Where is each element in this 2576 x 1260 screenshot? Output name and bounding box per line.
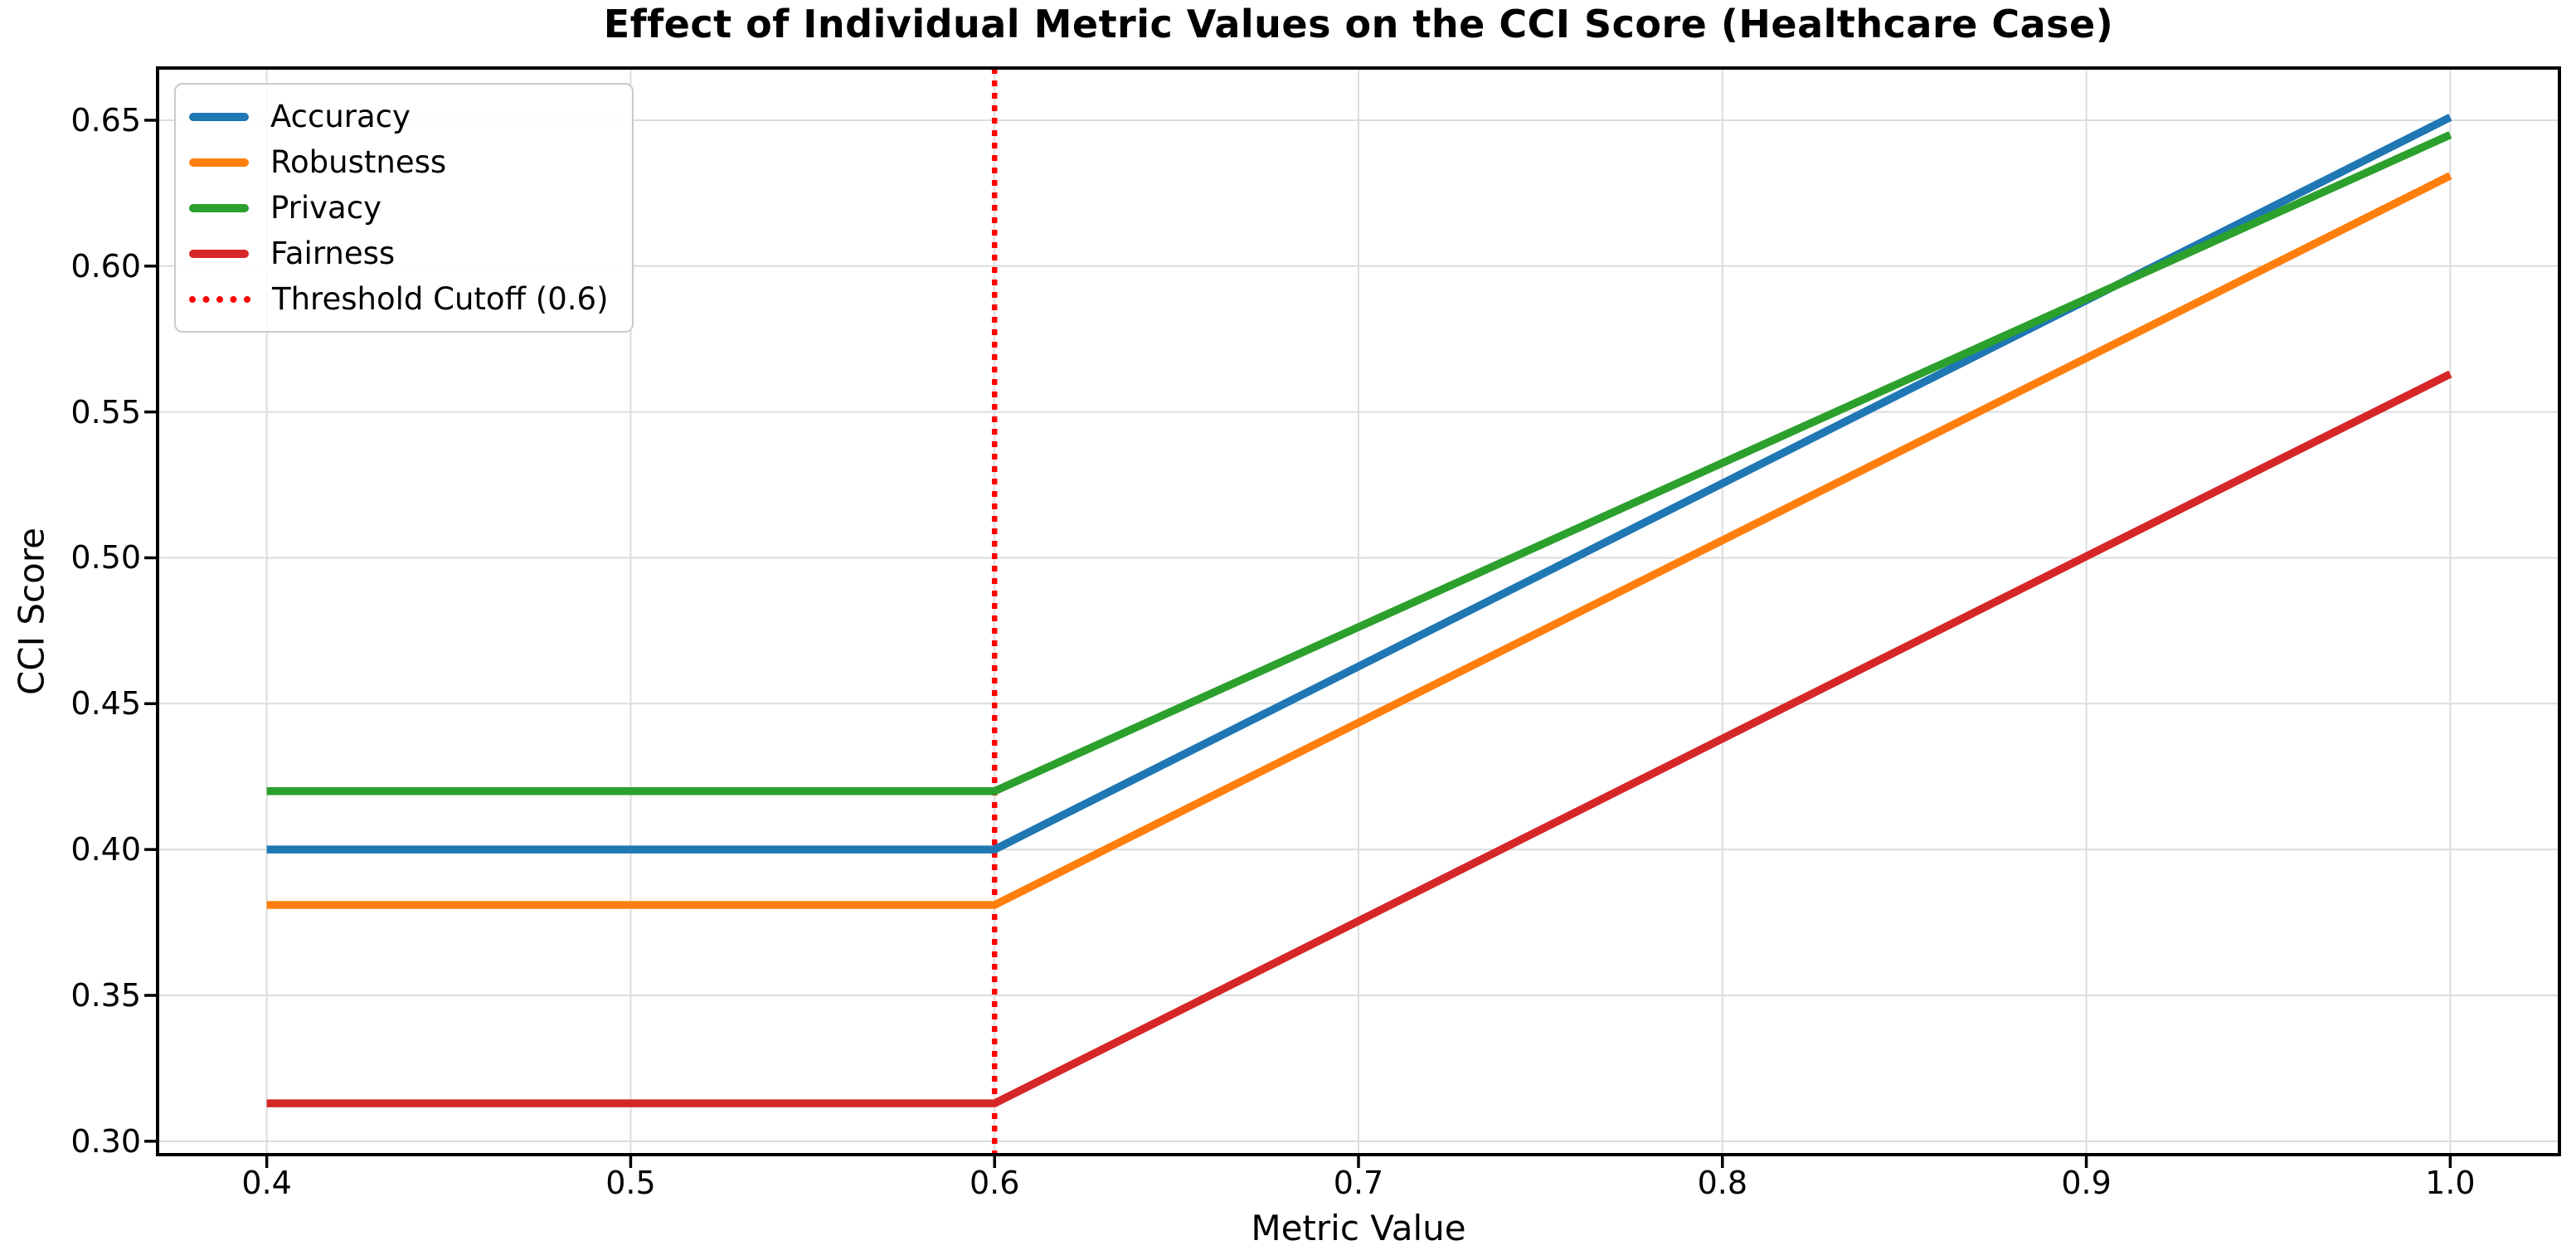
plot-spines: [156, 66, 2561, 1156]
legend-swatch-threshold-dotted-icon: [189, 295, 250, 303]
legend-item-accuracy: Accuracy: [189, 94, 609, 139]
y-axis-label: CCI Score: [11, 527, 52, 696]
legend-label-threshold: Threshold Cutoff (0.6): [272, 281, 609, 317]
x-tick-label: 0.5: [605, 1165, 656, 1201]
legend-label-robustness: Robustness: [270, 144, 447, 180]
legend-item-privacy: Privacy: [189, 185, 609, 231]
legend-label-fairness: Fairness: [270, 236, 396, 271]
x-tick-label: 0.4: [241, 1165, 292, 1201]
y-tick-label: 0.40: [70, 831, 141, 868]
legend-swatch-robustness: [189, 158, 249, 167]
legend-swatch-fairness: [189, 249, 249, 258]
x-tick-label: 0.6: [969, 1165, 1020, 1201]
x-tick-label: 0.8: [1697, 1165, 1747, 1201]
legend-item-robustness: Robustness: [189, 139, 609, 185]
y-tick-label: 0.65: [70, 101, 141, 139]
y-tick-label: 0.50: [70, 539, 141, 576]
legend-label-accuracy: Accuracy: [270, 99, 411, 134]
legend-label-privacy: Privacy: [270, 190, 382, 226]
legend: Accuracy Robustness Privacy Fairness Thr…: [174, 83, 634, 333]
y-tick-label: 0.30: [70, 1122, 141, 1160]
series-line-privacy: [266, 131, 2452, 795]
y-tick-label: 0.60: [70, 247, 141, 285]
legend-swatch-accuracy: [189, 112, 249, 121]
y-tick-label: 0.45: [70, 685, 141, 722]
series-line-accuracy: [266, 114, 2452, 854]
x-tick-label: 0.9: [2061, 1165, 2112, 1201]
y-tick-label: 0.35: [70, 976, 141, 1014]
series-line-fairness: [266, 370, 2452, 1107]
legend-swatch-privacy: [189, 203, 249, 212]
chart-title: Effect of Individual Metric Values on th…: [603, 2, 2114, 46]
legend-item-fairness: Fairness: [189, 231, 609, 276]
legend-item-threshold: Threshold Cutoff (0.6): [189, 276, 609, 322]
x-axis-label: Metric Value: [1251, 1208, 1466, 1248]
x-tick-label: 0.7: [1333, 1165, 1384, 1201]
series-line-robustness: [266, 172, 2452, 909]
y-tick-label: 0.55: [70, 393, 141, 431]
x-tick-label: 1.0: [2425, 1165, 2476, 1201]
